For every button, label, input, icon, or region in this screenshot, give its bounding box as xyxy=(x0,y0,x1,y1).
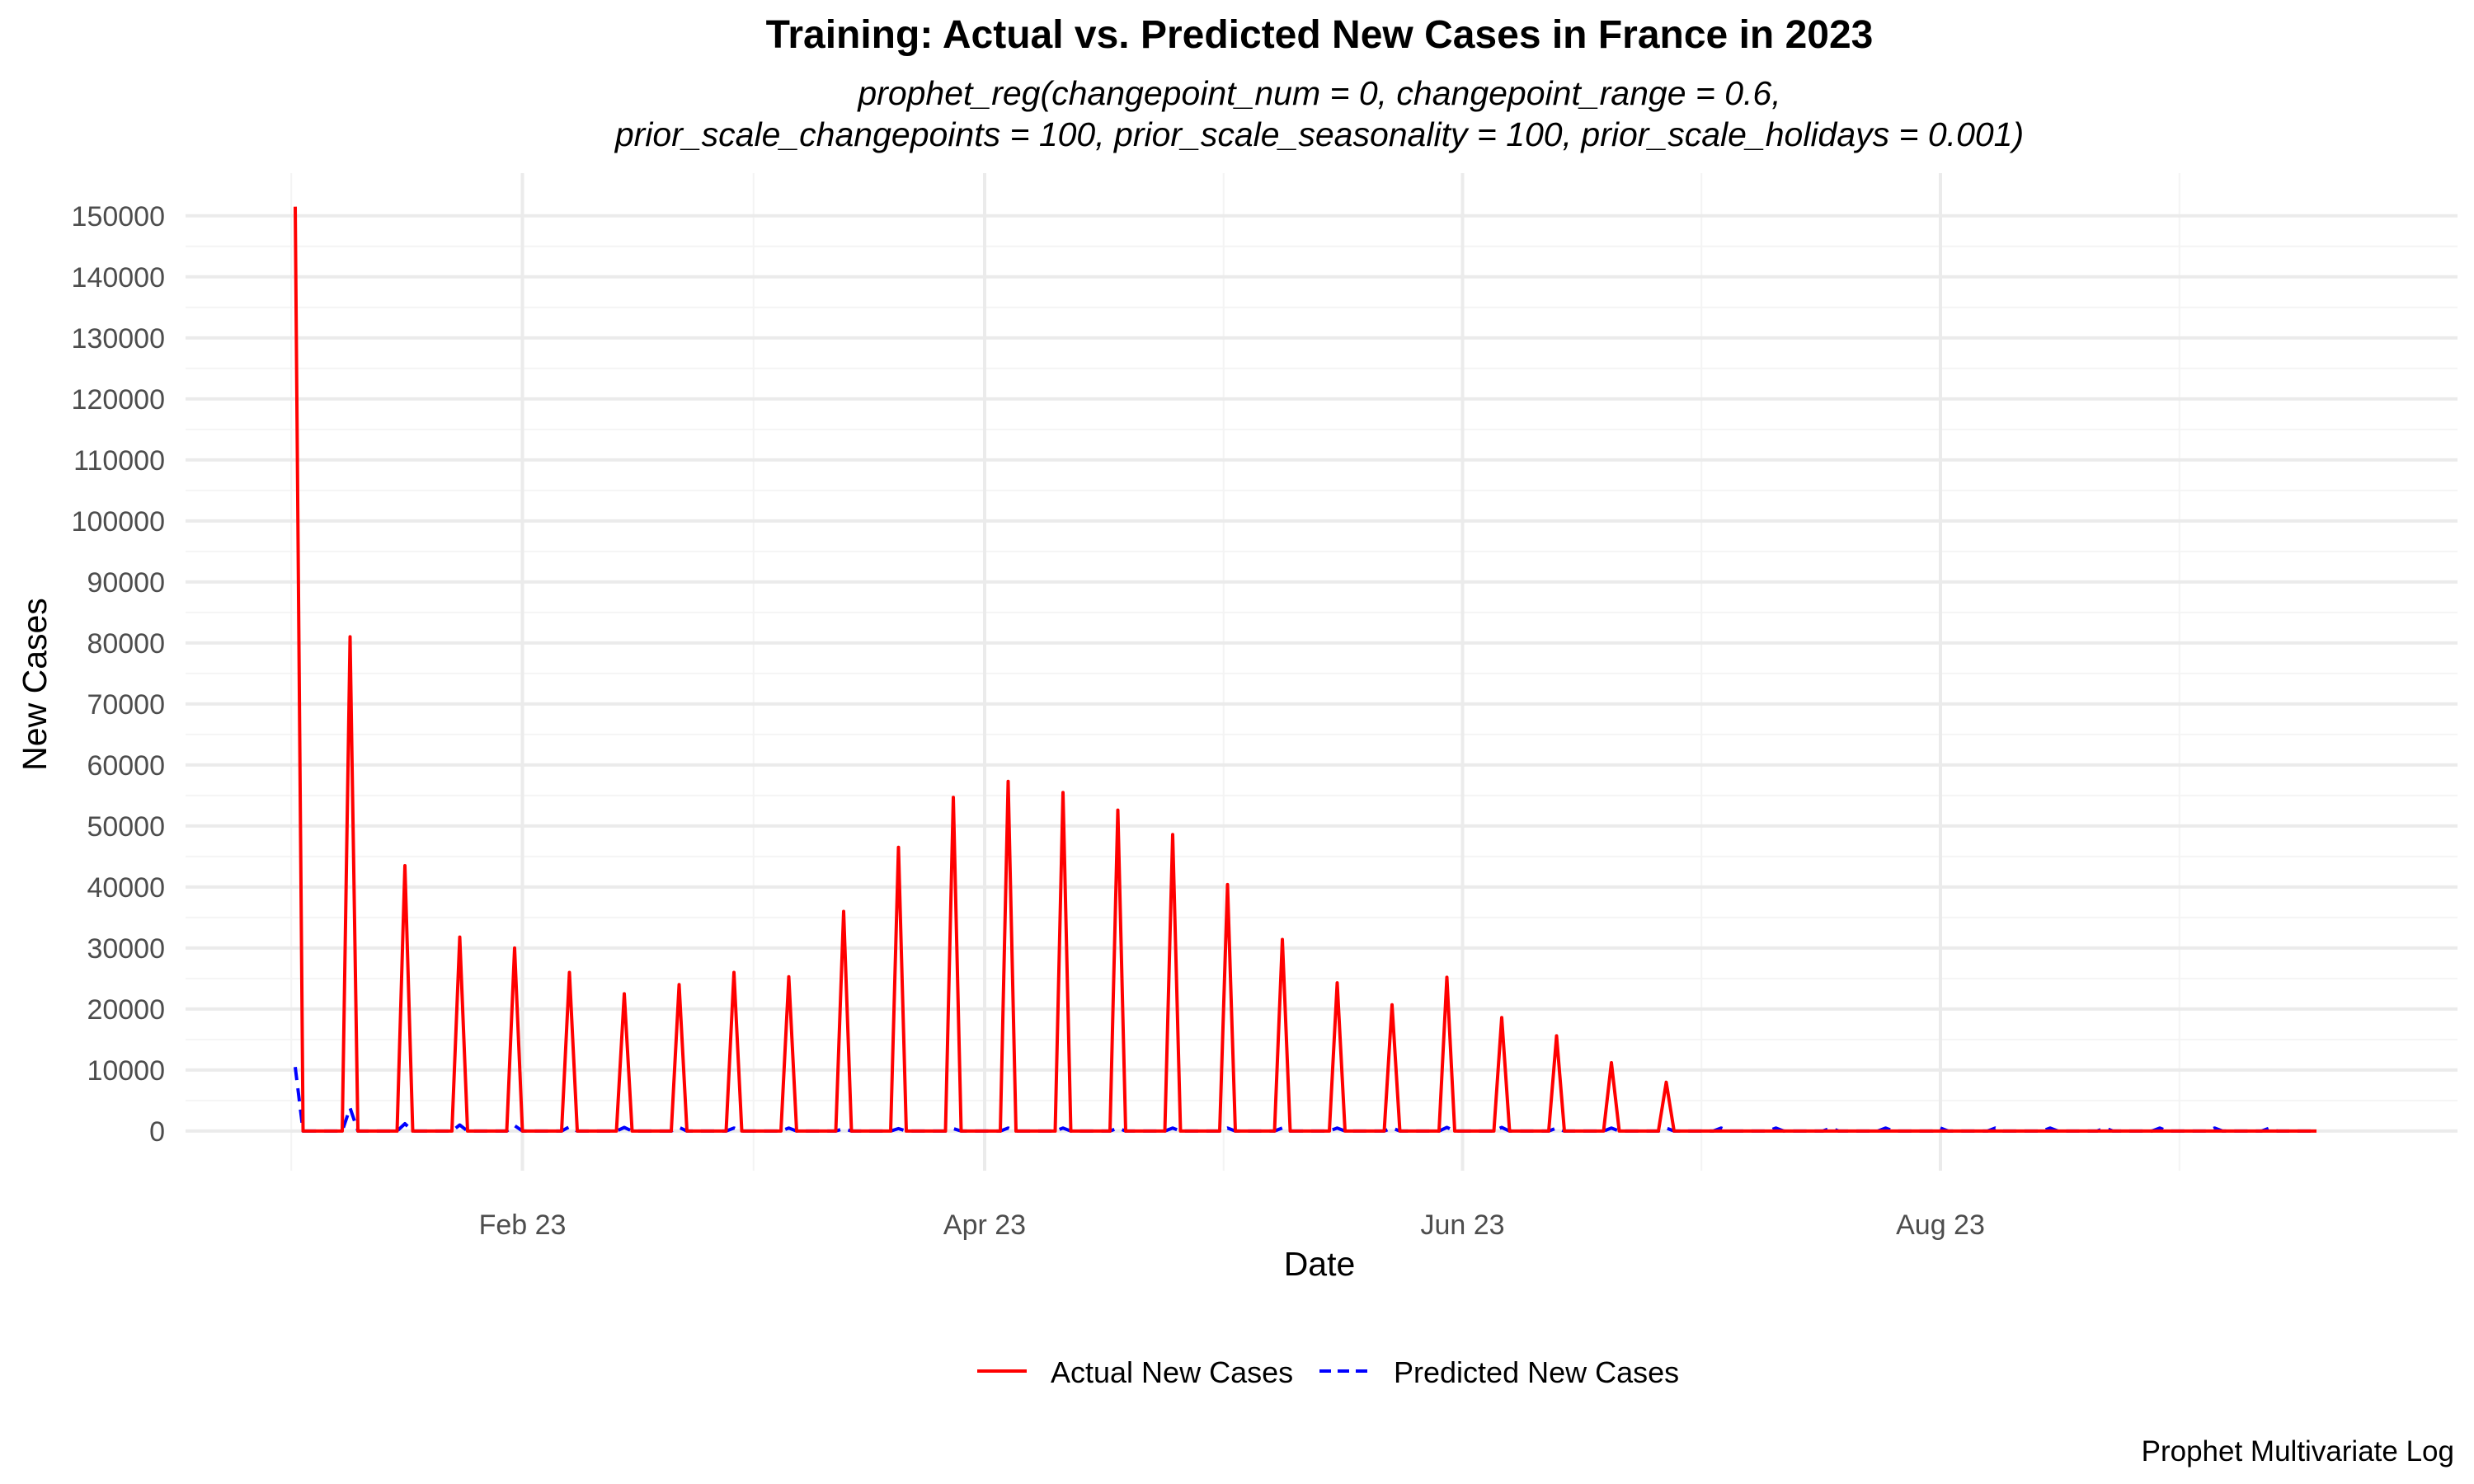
y-tick-label: 70000 xyxy=(87,689,165,721)
x-tick-label: Apr 23 xyxy=(943,1209,1026,1241)
y-tick-label: 150000 xyxy=(72,201,165,232)
x-tick-label: Jun 23 xyxy=(1420,1209,1504,1241)
y-tick-label: 0 xyxy=(149,1116,165,1148)
y-tick-label: 100000 xyxy=(72,506,165,538)
y-tick-label: 110000 xyxy=(73,445,165,477)
x-axis-ticks: Feb 23 Apr 23 Jun 23 Aug 23 xyxy=(479,1209,1985,1241)
grid-lines xyxy=(186,173,2458,1171)
y-tick-label: 130000 xyxy=(72,323,165,355)
x-tick-label: Aug 23 xyxy=(1896,1209,1985,1241)
series-line-actual xyxy=(294,206,2316,1133)
y-tick-label: 80000 xyxy=(87,628,165,660)
legend: Actual New Cases Predicted New Cases xyxy=(977,1355,1679,1389)
y-tick-label: 120000 xyxy=(72,384,165,416)
x-axis-title: Date xyxy=(1284,1245,1356,1283)
x-tick-label: Feb 23 xyxy=(479,1209,567,1241)
y-axis-title: New Cases xyxy=(16,598,54,771)
chart-subtitle-line-1: prophet_reg(changepoint_num = 0, changep… xyxy=(856,74,1780,112)
legend-label-actual: Actual New Cases xyxy=(1051,1355,1293,1389)
y-tick-label: 90000 xyxy=(87,567,165,599)
y-axis-ticks: 0 10000 20000 30000 40000 50000 60000 70000 8000… xyxy=(72,201,165,1148)
y-tick-label: 30000 xyxy=(87,933,165,965)
y-tick-label: 20000 xyxy=(87,994,165,1026)
y-tick-label: 140000 xyxy=(72,262,165,294)
chart-subtitle-line-2: prior_scale_changepoints = 100, prior_sc… xyxy=(614,115,2024,153)
legend-label-predicted: Predicted New Cases xyxy=(1394,1355,1679,1389)
chart-caption: Prophet Multivariate Log xyxy=(2142,1435,2454,1468)
y-tick-label: 10000 xyxy=(87,1055,165,1087)
chart-title: Training: Actual vs. Predicted New Cases… xyxy=(766,13,1874,57)
y-tick-label: 40000 xyxy=(87,872,165,904)
y-tick-label: 50000 xyxy=(87,811,165,843)
series-lines xyxy=(294,206,2316,1133)
y-tick-label: 60000 xyxy=(87,750,165,782)
